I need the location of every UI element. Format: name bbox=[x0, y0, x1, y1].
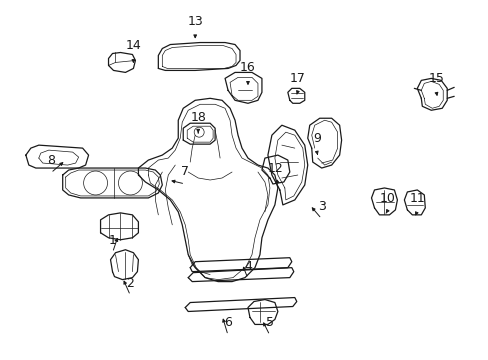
Text: 18: 18 bbox=[190, 111, 206, 124]
Text: 15: 15 bbox=[427, 72, 443, 85]
Text: 3: 3 bbox=[317, 200, 325, 213]
Text: 16: 16 bbox=[240, 62, 255, 75]
Text: 2: 2 bbox=[126, 276, 134, 289]
Text: 8: 8 bbox=[47, 154, 55, 167]
Text: 5: 5 bbox=[265, 316, 273, 329]
Text: 6: 6 bbox=[224, 316, 231, 329]
Text: 12: 12 bbox=[267, 162, 283, 175]
Text: 1: 1 bbox=[108, 234, 116, 247]
Text: 14: 14 bbox=[125, 40, 141, 53]
Text: 4: 4 bbox=[244, 260, 251, 273]
Text: 9: 9 bbox=[312, 132, 320, 145]
Text: 13: 13 bbox=[187, 15, 203, 28]
Text: 11: 11 bbox=[408, 192, 425, 205]
Text: 7: 7 bbox=[181, 165, 189, 178]
Text: 17: 17 bbox=[289, 72, 305, 85]
Text: 10: 10 bbox=[379, 192, 395, 205]
